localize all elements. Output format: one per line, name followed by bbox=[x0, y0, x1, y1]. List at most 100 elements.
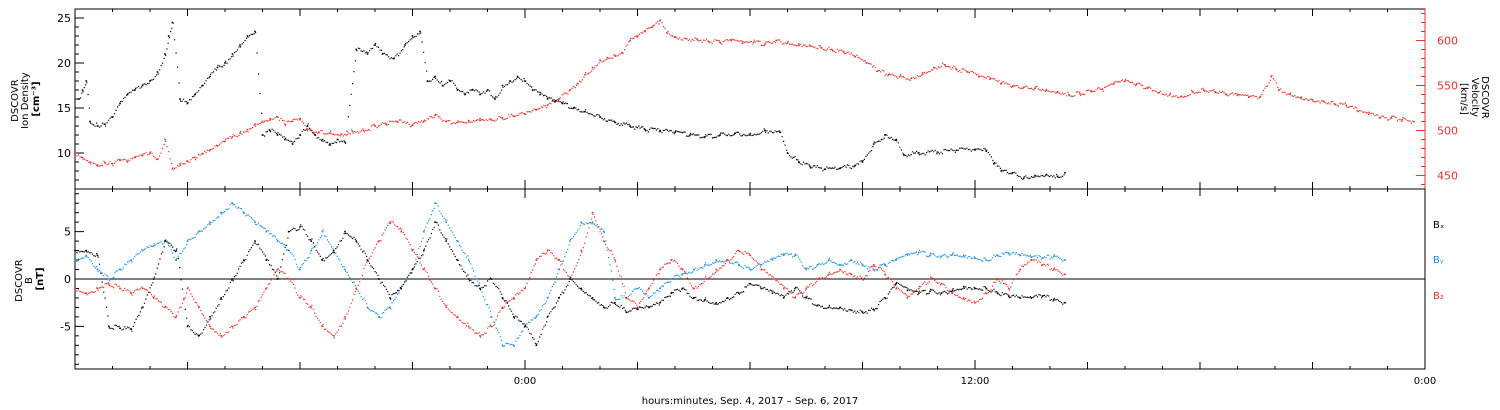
bz-point bbox=[929, 278, 931, 280]
bz-point bbox=[726, 259, 729, 261]
velocity-point bbox=[666, 32, 669, 35]
velocity-point bbox=[1191, 91, 1194, 93]
by-point bbox=[760, 264, 763, 266]
density-point bbox=[1000, 170, 1003, 172]
density-point bbox=[434, 75, 436, 78]
velocity-point bbox=[636, 36, 639, 38]
bx-point bbox=[479, 287, 481, 290]
velocity-point bbox=[445, 120, 447, 123]
bz-point bbox=[479, 335, 481, 337]
bz-point bbox=[805, 287, 808, 290]
density-point bbox=[659, 129, 661, 132]
velocity-point bbox=[385, 123, 387, 125]
bx-point bbox=[558, 297, 560, 299]
velocity-point bbox=[978, 75, 980, 78]
velocity-point bbox=[1289, 93, 1291, 96]
velocity-point bbox=[674, 36, 676, 38]
velocity-point bbox=[149, 152, 151, 154]
bz-point bbox=[467, 325, 470, 328]
density-point bbox=[516, 75, 519, 78]
bz-point bbox=[152, 297, 155, 299]
bx-point bbox=[96, 254, 99, 257]
by-point bbox=[861, 264, 864, 266]
bx-point bbox=[130, 328, 132, 330]
density-point bbox=[404, 44, 406, 46]
by-point bbox=[603, 230, 605, 233]
bx-point bbox=[242, 259, 245, 261]
by-point bbox=[445, 221, 447, 223]
density-point bbox=[111, 116, 114, 118]
velocity-point bbox=[764, 43, 766, 45]
by-point bbox=[310, 249, 312, 252]
velocity-point bbox=[1278, 89, 1280, 91]
bx-point bbox=[164, 240, 166, 242]
density-point bbox=[974, 148, 976, 151]
density-point bbox=[167, 35, 170, 37]
bz-point bbox=[659, 268, 661, 271]
bz-point bbox=[558, 259, 560, 261]
by-point bbox=[558, 268, 560, 271]
velocity-point bbox=[730, 39, 733, 42]
velocity-point bbox=[741, 42, 744, 44]
bx-point bbox=[1064, 301, 1066, 304]
by-point bbox=[771, 259, 774, 261]
b-tick-label: -5 bbox=[60, 320, 71, 333]
bx-point bbox=[704, 299, 706, 301]
velocity-point bbox=[786, 42, 789, 44]
density-point bbox=[872, 143, 875, 145]
velocity-point bbox=[899, 75, 901, 78]
bx-point bbox=[884, 297, 886, 299]
bz-point bbox=[231, 325, 234, 328]
bx-point bbox=[186, 325, 189, 328]
velocity-point bbox=[524, 113, 526, 116]
bx-point bbox=[321, 259, 324, 261]
bx-point bbox=[209, 316, 211, 318]
velocity-point bbox=[1034, 87, 1036, 89]
density-point bbox=[261, 134, 264, 136]
bz-point bbox=[434, 287, 436, 290]
velocity-point bbox=[809, 45, 811, 47]
density-point bbox=[798, 161, 800, 163]
velocity-point bbox=[396, 120, 399, 123]
density-point bbox=[486, 89, 489, 91]
bx-point bbox=[771, 292, 774, 294]
by-point bbox=[569, 240, 571, 242]
density-point bbox=[719, 134, 721, 136]
velocity-point bbox=[775, 39, 777, 42]
velocity-point bbox=[1334, 103, 1336, 106]
by-point bbox=[299, 268, 301, 271]
density-point bbox=[126, 93, 129, 96]
by-point bbox=[434, 202, 436, 204]
by-point bbox=[805, 268, 808, 271]
by-point bbox=[546, 297, 549, 299]
bx-point bbox=[108, 325, 110, 328]
density-point bbox=[134, 89, 136, 91]
density-point bbox=[291, 143, 294, 145]
density-point bbox=[903, 154, 905, 156]
density-point bbox=[239, 44, 241, 46]
density-tick-label: 25 bbox=[57, 12, 71, 25]
bz-point bbox=[749, 254, 751, 257]
bz-point bbox=[355, 287, 357, 290]
velocity-point bbox=[1169, 93, 1171, 96]
bz-point bbox=[546, 249, 549, 252]
velocity-point bbox=[104, 162, 106, 164]
velocity-point bbox=[1203, 89, 1205, 91]
bx-point bbox=[839, 306, 841, 309]
by-point bbox=[816, 264, 819, 266]
bx-point bbox=[423, 249, 425, 252]
velocity-point bbox=[1323, 100, 1325, 103]
bx-point bbox=[85, 249, 88, 252]
b-axis-label: DSCOVR B [nT] bbox=[14, 256, 46, 302]
density-point bbox=[839, 167, 841, 170]
velocity-point bbox=[246, 128, 249, 131]
velocity-point bbox=[201, 153, 204, 155]
density-point bbox=[734, 132, 736, 134]
velocity-point bbox=[1079, 92, 1081, 95]
bz-point bbox=[738, 249, 740, 252]
bx-point bbox=[636, 308, 639, 311]
by-point bbox=[96, 268, 99, 271]
velocity-point bbox=[651, 26, 654, 28]
velocity-point bbox=[696, 38, 699, 41]
density-point bbox=[584, 110, 586, 113]
